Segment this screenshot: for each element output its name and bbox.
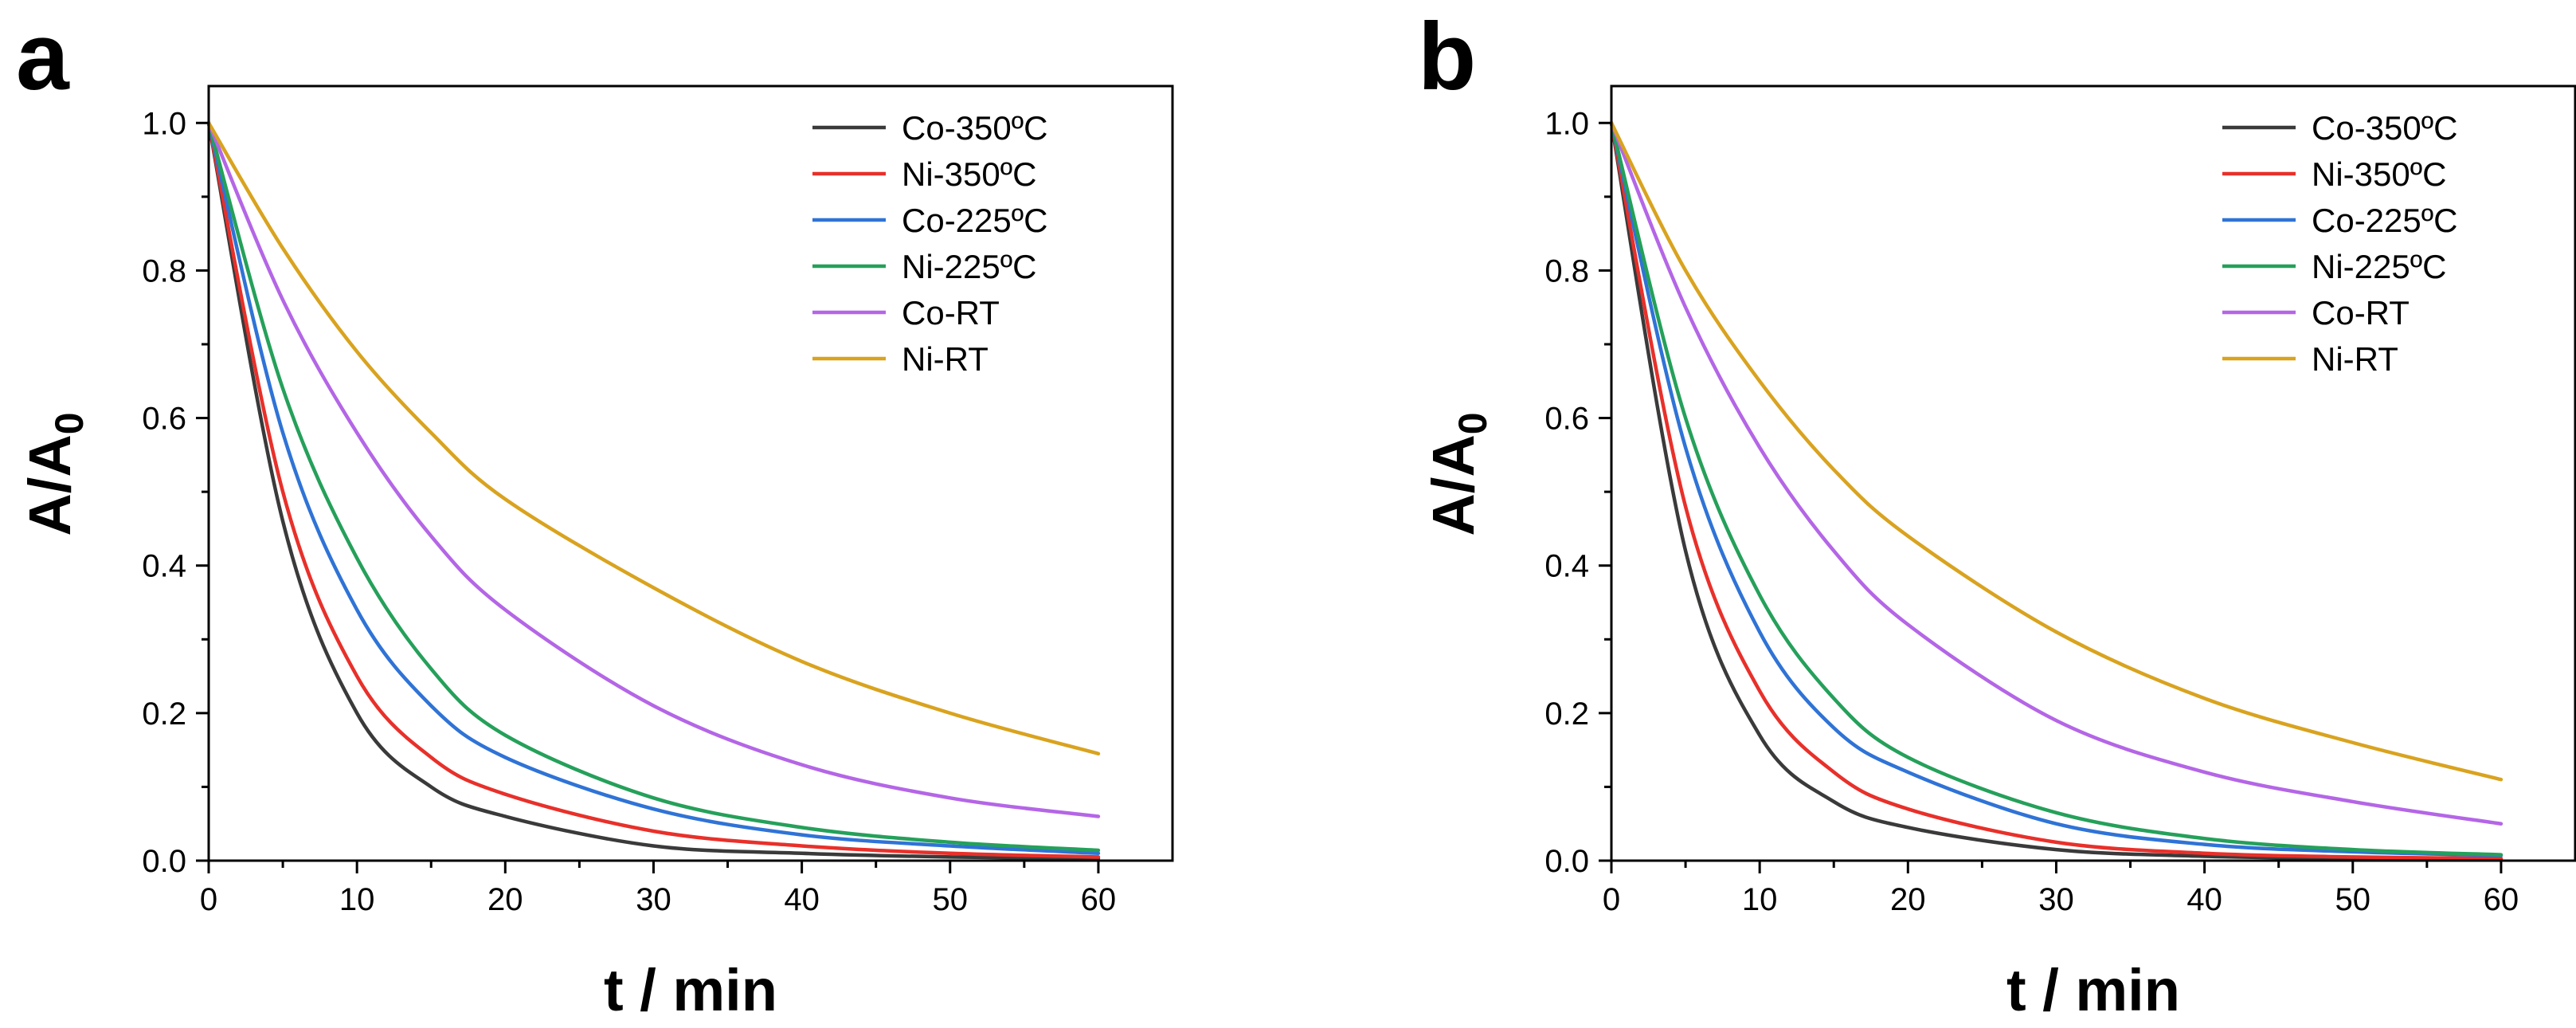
legend: Co-350ºC Ni-350ºC Co-225ºC Ni-225ºC Co-RT Ni-… xyxy=(2222,109,2457,378)
y-axis-title-subscript: 0 xyxy=(1450,412,1495,434)
x-tick-label: 40 xyxy=(784,882,820,917)
y-axis-title-main: A/A xyxy=(17,434,83,536)
x-tick-label: 40 xyxy=(2186,882,2222,917)
y-tick-label: 0.2 xyxy=(142,696,186,732)
y-tick-label: 1.0 xyxy=(1544,106,1589,141)
x-tick-label: 60 xyxy=(1081,882,1117,917)
panel-letter-a: a xyxy=(16,3,70,110)
y-axis-title: A/A0 xyxy=(17,412,92,536)
x-tick-label: 50 xyxy=(933,882,969,917)
panel-a: a0 10 20 30 40 50 600.00.20.40.60.81.0A/A0t / … xyxy=(16,3,1174,1023)
panel-letter-b: b xyxy=(1418,3,1476,110)
x-tick-label: 30 xyxy=(2038,882,2074,917)
legend-label: Ni-350ºC xyxy=(902,155,1036,193)
legend-label: Co-350ºC xyxy=(2312,109,2457,147)
y-axis-title-subscript: 0 xyxy=(47,412,92,434)
y-tick-label: 0.4 xyxy=(1544,549,1589,584)
series-line-Ni-RT xyxy=(206,121,1101,756)
y-tick-label: 0.8 xyxy=(142,253,186,288)
panel-b: b0 10 20 30 40 50 600.00.20.40.60.81.0A/A0t / … xyxy=(1418,3,2576,1023)
x-tick-label: 30 xyxy=(636,882,671,917)
plot-frame xyxy=(207,84,1174,862)
y-tick-label: 0.8 xyxy=(1544,253,1589,288)
legend-label: Ni-350ºC xyxy=(2312,155,2446,193)
legend-label: Co-225ºC xyxy=(2312,202,2457,239)
legend-label: Ni-RT xyxy=(2312,340,2398,378)
x-tick-label: 50 xyxy=(2335,882,2371,917)
legend-label: Ni-225ºC xyxy=(2312,248,2446,285)
plot-frame xyxy=(1610,84,2576,862)
y-tick-label: 0.4 xyxy=(142,549,186,584)
x-tick-label: 20 xyxy=(487,882,523,917)
x-tick-label: 10 xyxy=(1742,882,1778,917)
x-tick-label: 0 xyxy=(1603,882,1620,917)
legend-label: Co-RT xyxy=(2312,294,2410,332)
series-line-Ni-225ºC xyxy=(1609,121,2504,857)
x-tick-label: 20 xyxy=(1890,882,1926,917)
legend-label: Co-RT xyxy=(902,294,1000,332)
x-tick-label: 10 xyxy=(339,882,375,917)
y-tick-label: 0.0 xyxy=(142,844,186,879)
y-axis-title-main: A/A xyxy=(1420,434,1486,536)
series-line-Co-350ºC xyxy=(1609,121,2504,861)
series-line-Ni-225ºC xyxy=(206,121,1101,853)
series-line-Co-RT xyxy=(206,121,1101,818)
x-axis-title: t / min xyxy=(604,957,777,1023)
series-line-Co-RT xyxy=(1609,121,2504,826)
series-line-Co-350ºC xyxy=(206,121,1101,861)
legend: Co-350ºC Ni-350ºC Co-225ºC Ni-225ºC Co-RT Ni-… xyxy=(812,109,1047,378)
x-tick-label: 0 xyxy=(200,882,217,917)
x-axis-title: t / min xyxy=(2006,957,2180,1023)
series-line-Ni-350ºC xyxy=(206,121,1101,859)
y-tick-label: 0.6 xyxy=(142,402,186,437)
series-line-Ni-350ºC xyxy=(1609,121,2504,861)
y-tick-label: 0.2 xyxy=(1544,696,1589,732)
legend-label: Co-350ºC xyxy=(902,109,1047,147)
series-line-Ni-RT xyxy=(1609,121,2504,782)
legend-label: Co-225ºC xyxy=(902,202,1047,239)
legend-label: Ni-RT xyxy=(902,340,989,378)
y-tick-label: 0.0 xyxy=(1544,844,1589,879)
series-line-Co-225ºC xyxy=(206,121,1101,855)
y-axis-title: A/A0 xyxy=(1420,412,1495,536)
x-tick-label: 60 xyxy=(2484,882,2519,917)
y-tick-label: 1.0 xyxy=(142,106,186,141)
y-tick-label: 0.6 xyxy=(1544,402,1589,437)
legend-label: Ni-225ºC xyxy=(902,248,1036,285)
series-line-Co-225ºC xyxy=(1609,121,2504,857)
